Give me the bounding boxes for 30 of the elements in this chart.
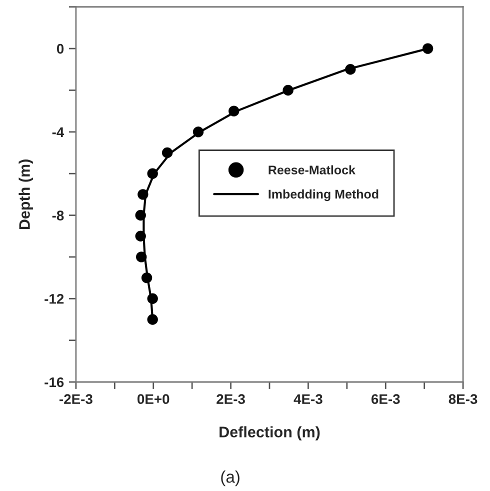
point (147, 168, 158, 179)
legend-label: Imbedding Method (268, 189, 378, 202)
point (147, 314, 158, 325)
y-axis-title: Depth (m) (18, 160, 33, 230)
point (141, 272, 152, 284)
y-tick-label: -8 (52, 210, 64, 220)
point (422, 43, 434, 54)
x-axis-title: Deflection (m) (220, 426, 320, 440)
y-tick-label: -4 (52, 127, 64, 137)
point (138, 189, 148, 200)
point (345, 64, 356, 75)
x-tick-label: 6E-3 (371, 394, 400, 404)
point (136, 252, 147, 262)
x-tick-label: -2E-3 (60, 394, 92, 404)
point (192, 126, 204, 138)
y-tick-label: 0 (56, 44, 64, 54)
x-tick-label: 0E+0 (138, 394, 170, 404)
x-tick-label: 2E-3 (216, 394, 245, 404)
x-tick-label: 8E-3 (448, 394, 478, 404)
point (135, 210, 146, 221)
y-tick-label: -16 (44, 377, 64, 388)
y-tick-label: -12 (44, 294, 64, 304)
legend-label: Reese-Matlock (268, 165, 356, 174)
point (135, 230, 146, 242)
point (147, 293, 158, 304)
point (228, 106, 240, 116)
point (282, 84, 294, 96)
x-tick-label: 4E-3 (294, 394, 322, 404)
point (162, 147, 173, 158)
text: (a) (221, 470, 240, 486)
